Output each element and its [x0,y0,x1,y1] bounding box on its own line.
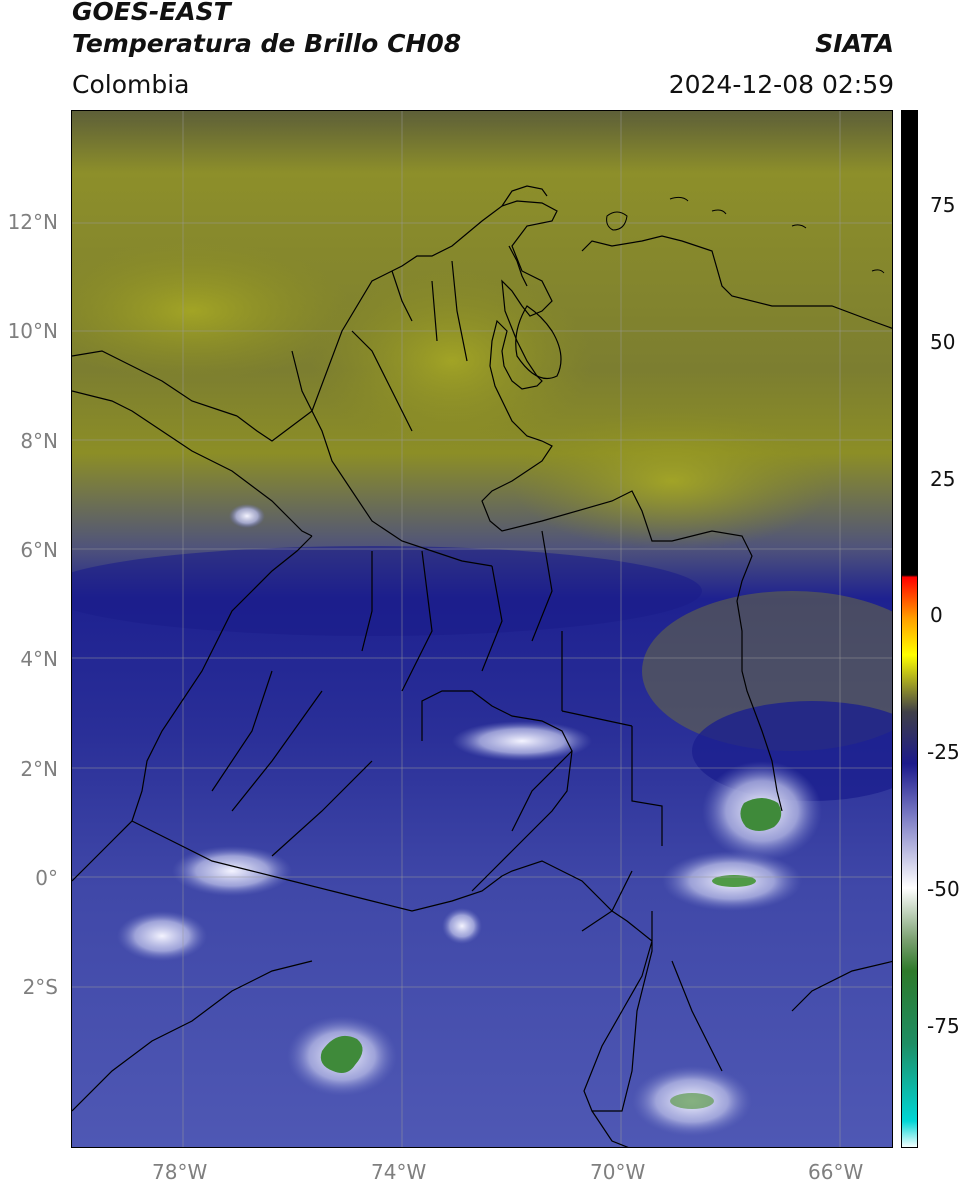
borders [72,185,892,1147]
colorbar-tick-label: 50 [930,330,956,354]
department-border [72,750,723,1112]
title-line-1: GOES-EAST [72,0,231,26]
department-border [211,670,373,857]
lat-tick-label: 2°N [20,757,58,781]
very-cold-core [712,875,756,887]
department-border [561,631,663,846]
lat-tick-label: 4°N [20,647,58,671]
lat-tick-label: 10°N [7,319,58,343]
moist-layer [72,546,702,636]
cold-cloud [452,721,592,761]
very-cold-core [320,1035,363,1073]
lon-tick-label: 74°W [371,1160,427,1184]
department-border [421,690,573,892]
lon-tick-label: 66°W [808,1160,864,1184]
colorbar-tick-label: -25 [927,740,960,764]
colombia-venezuela-border [236,200,783,812]
region-label: Colombia [72,70,190,99]
panama-coast [72,350,313,537]
title-line-2: Temperatura de Brillo CH08 [72,29,462,58]
colorbar-tick-label: -50 [927,877,960,901]
lat-tick-label: 2°S [22,975,58,999]
colorbar-tick-label: 25 [930,467,956,491]
venezuela-coast [501,185,892,329]
map-canvas [72,111,892,1147]
datetime-label: 2024-12-08 02:59 [668,70,894,99]
cold-cloud [117,911,207,961]
colombia-ecuador-peru-border [131,820,653,1112]
island [606,211,628,231]
pacific-coast [72,535,313,882]
lon-tick-label: 70°W [590,1160,646,1184]
very-cold-core [670,1093,714,1109]
cold-cloud [229,504,265,528]
department-border [361,530,553,692]
warm-region [72,241,352,381]
cold-cloud [172,846,292,896]
colorbar-tick-label: 0 [930,603,943,627]
department-border [291,260,493,567]
lat-tick-label: 8°N [20,429,58,453]
colorbar-tick-label: -75 [927,1014,960,1038]
satellite-map[interactable] [71,110,893,1148]
source-label: SIATA [815,29,894,58]
lat-tick-label: 12°N [7,210,58,234]
department-border [591,960,892,1147]
colorbar-tick-label: 75 [930,193,956,217]
island [669,196,885,274]
lake-maracaibo [515,305,562,380]
lat-tick-label: 0° [35,866,58,890]
lon-tick-label: 78°W [152,1160,208,1184]
very-cold-core [740,798,782,831]
colorbar [901,110,918,1148]
lat-tick-label: 6°N [20,538,58,562]
warm-region [512,411,832,551]
cold-cloud [442,908,482,944]
